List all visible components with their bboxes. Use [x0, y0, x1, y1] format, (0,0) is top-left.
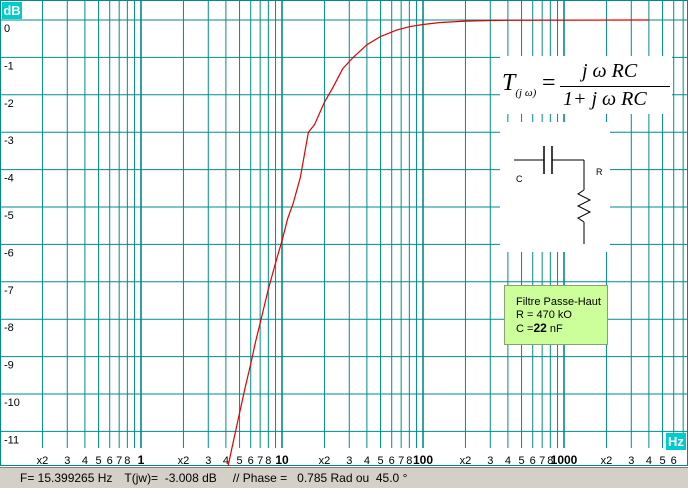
x-minor-label: x2	[460, 455, 472, 467]
status-bar: F= 15.399265 Hz T(jw)= -3.008 dB // Phas…	[0, 466, 688, 488]
x-minor-label: 4	[646, 455, 652, 467]
capacitor-label: C	[516, 174, 523, 184]
formula-lhs: T(j ω)	[502, 70, 537, 99]
y-tick-label: -6	[4, 247, 14, 259]
y-tick-label: -2	[4, 98, 14, 110]
status-phase: // Phase = 0.785 Rad ou 45.0 °	[232, 470, 408, 485]
resistor-label: R	[596, 167, 603, 177]
x-minor-label: 5	[518, 455, 524, 467]
x-minor-label: 6	[671, 455, 677, 467]
x-minor-label: 3	[346, 455, 352, 467]
x-minor-label: 5	[377, 455, 383, 467]
x-minor-label: 5	[659, 455, 665, 467]
y-tick-label: -3	[4, 135, 14, 147]
x-minor-label: 4	[223, 455, 229, 467]
x-minor-label: 6	[389, 455, 395, 467]
x-minor-label: 3	[487, 455, 493, 467]
x-minor-label: 4	[364, 455, 370, 467]
x-minor-label: 7	[257, 455, 263, 467]
y-tick-label: -11	[4, 434, 19, 446]
x-minor-label: 6	[530, 455, 536, 467]
y-tick-label: -7	[4, 285, 14, 297]
x-minor-label: 3	[205, 455, 211, 467]
x-minor-label: 6	[107, 455, 113, 467]
x-minor-label: 7	[539, 455, 545, 467]
capacitor-value: C =22 nF	[516, 321, 563, 336]
y-tick-label: -5	[4, 210, 14, 222]
x-minor-label: x2	[319, 455, 331, 467]
rc-circuit-diagram: C R	[500, 122, 610, 252]
x-decade-label: 1	[138, 453, 145, 467]
circuit-schematic: C R	[514, 146, 603, 244]
x-minor-label: 3	[64, 455, 70, 467]
gain-curve	[225, 19, 649, 477]
x-minor-label: 7	[116, 455, 122, 467]
formula-fraction-bar	[560, 86, 670, 87]
x-minor-label: 8	[547, 455, 553, 467]
y-tick-label: -8	[4, 322, 14, 334]
filter-info-box: Filtre Passe-Haut R = 470 kO C =22 nF	[504, 285, 608, 345]
x-minor-label: x2	[178, 455, 190, 467]
filter-title: Filtre Passe-Haut	[516, 296, 601, 308]
x-minor-label: x2	[37, 455, 49, 467]
formula-numerator: j ω RC	[582, 60, 638, 82]
y-unit-label: dB	[2, 2, 22, 19]
y-tick-label: -4	[4, 173, 14, 185]
x-minor-label: x2	[601, 455, 613, 467]
formula-equals: =	[542, 70, 556, 96]
x-minor-label: 6	[248, 455, 254, 467]
y-tick-label: -10	[4, 397, 20, 409]
x-unit-label: Hz	[666, 433, 686, 450]
x-minor-label: 5	[236, 455, 242, 467]
x-minor-label: 7	[398, 455, 404, 467]
x-decade-label: 100	[413, 453, 433, 467]
x-minor-label: 4	[505, 455, 511, 467]
x-minor-label: 3	[628, 455, 634, 467]
y-tick-label: -9	[4, 360, 14, 372]
x-minor-label: 8	[406, 455, 412, 467]
x-decade-label: 1000	[551, 453, 578, 467]
transfer-function-formula: T(j ω) = j ω RC 1+ j ω RC	[500, 56, 672, 114]
x-decade-label: 10	[275, 453, 289, 467]
status-gain: T(jw)= -3.008 dB	[124, 470, 217, 485]
x-minor-label: 8	[124, 455, 130, 467]
formula-denominator: 1+ j ω RC	[563, 88, 647, 110]
x-minor-label: 8	[265, 455, 271, 467]
y-tick-label: -1	[4, 60, 14, 72]
resistor-value: R = 470 kO	[516, 309, 572, 321]
x-minor-label: 5	[95, 455, 101, 467]
y-tick-label: 0	[4, 23, 10, 35]
curve-layer	[225, 19, 649, 477]
x-minor-label: 4	[82, 455, 88, 467]
status-frequency: F= 15.399265 Hz	[20, 470, 113, 485]
